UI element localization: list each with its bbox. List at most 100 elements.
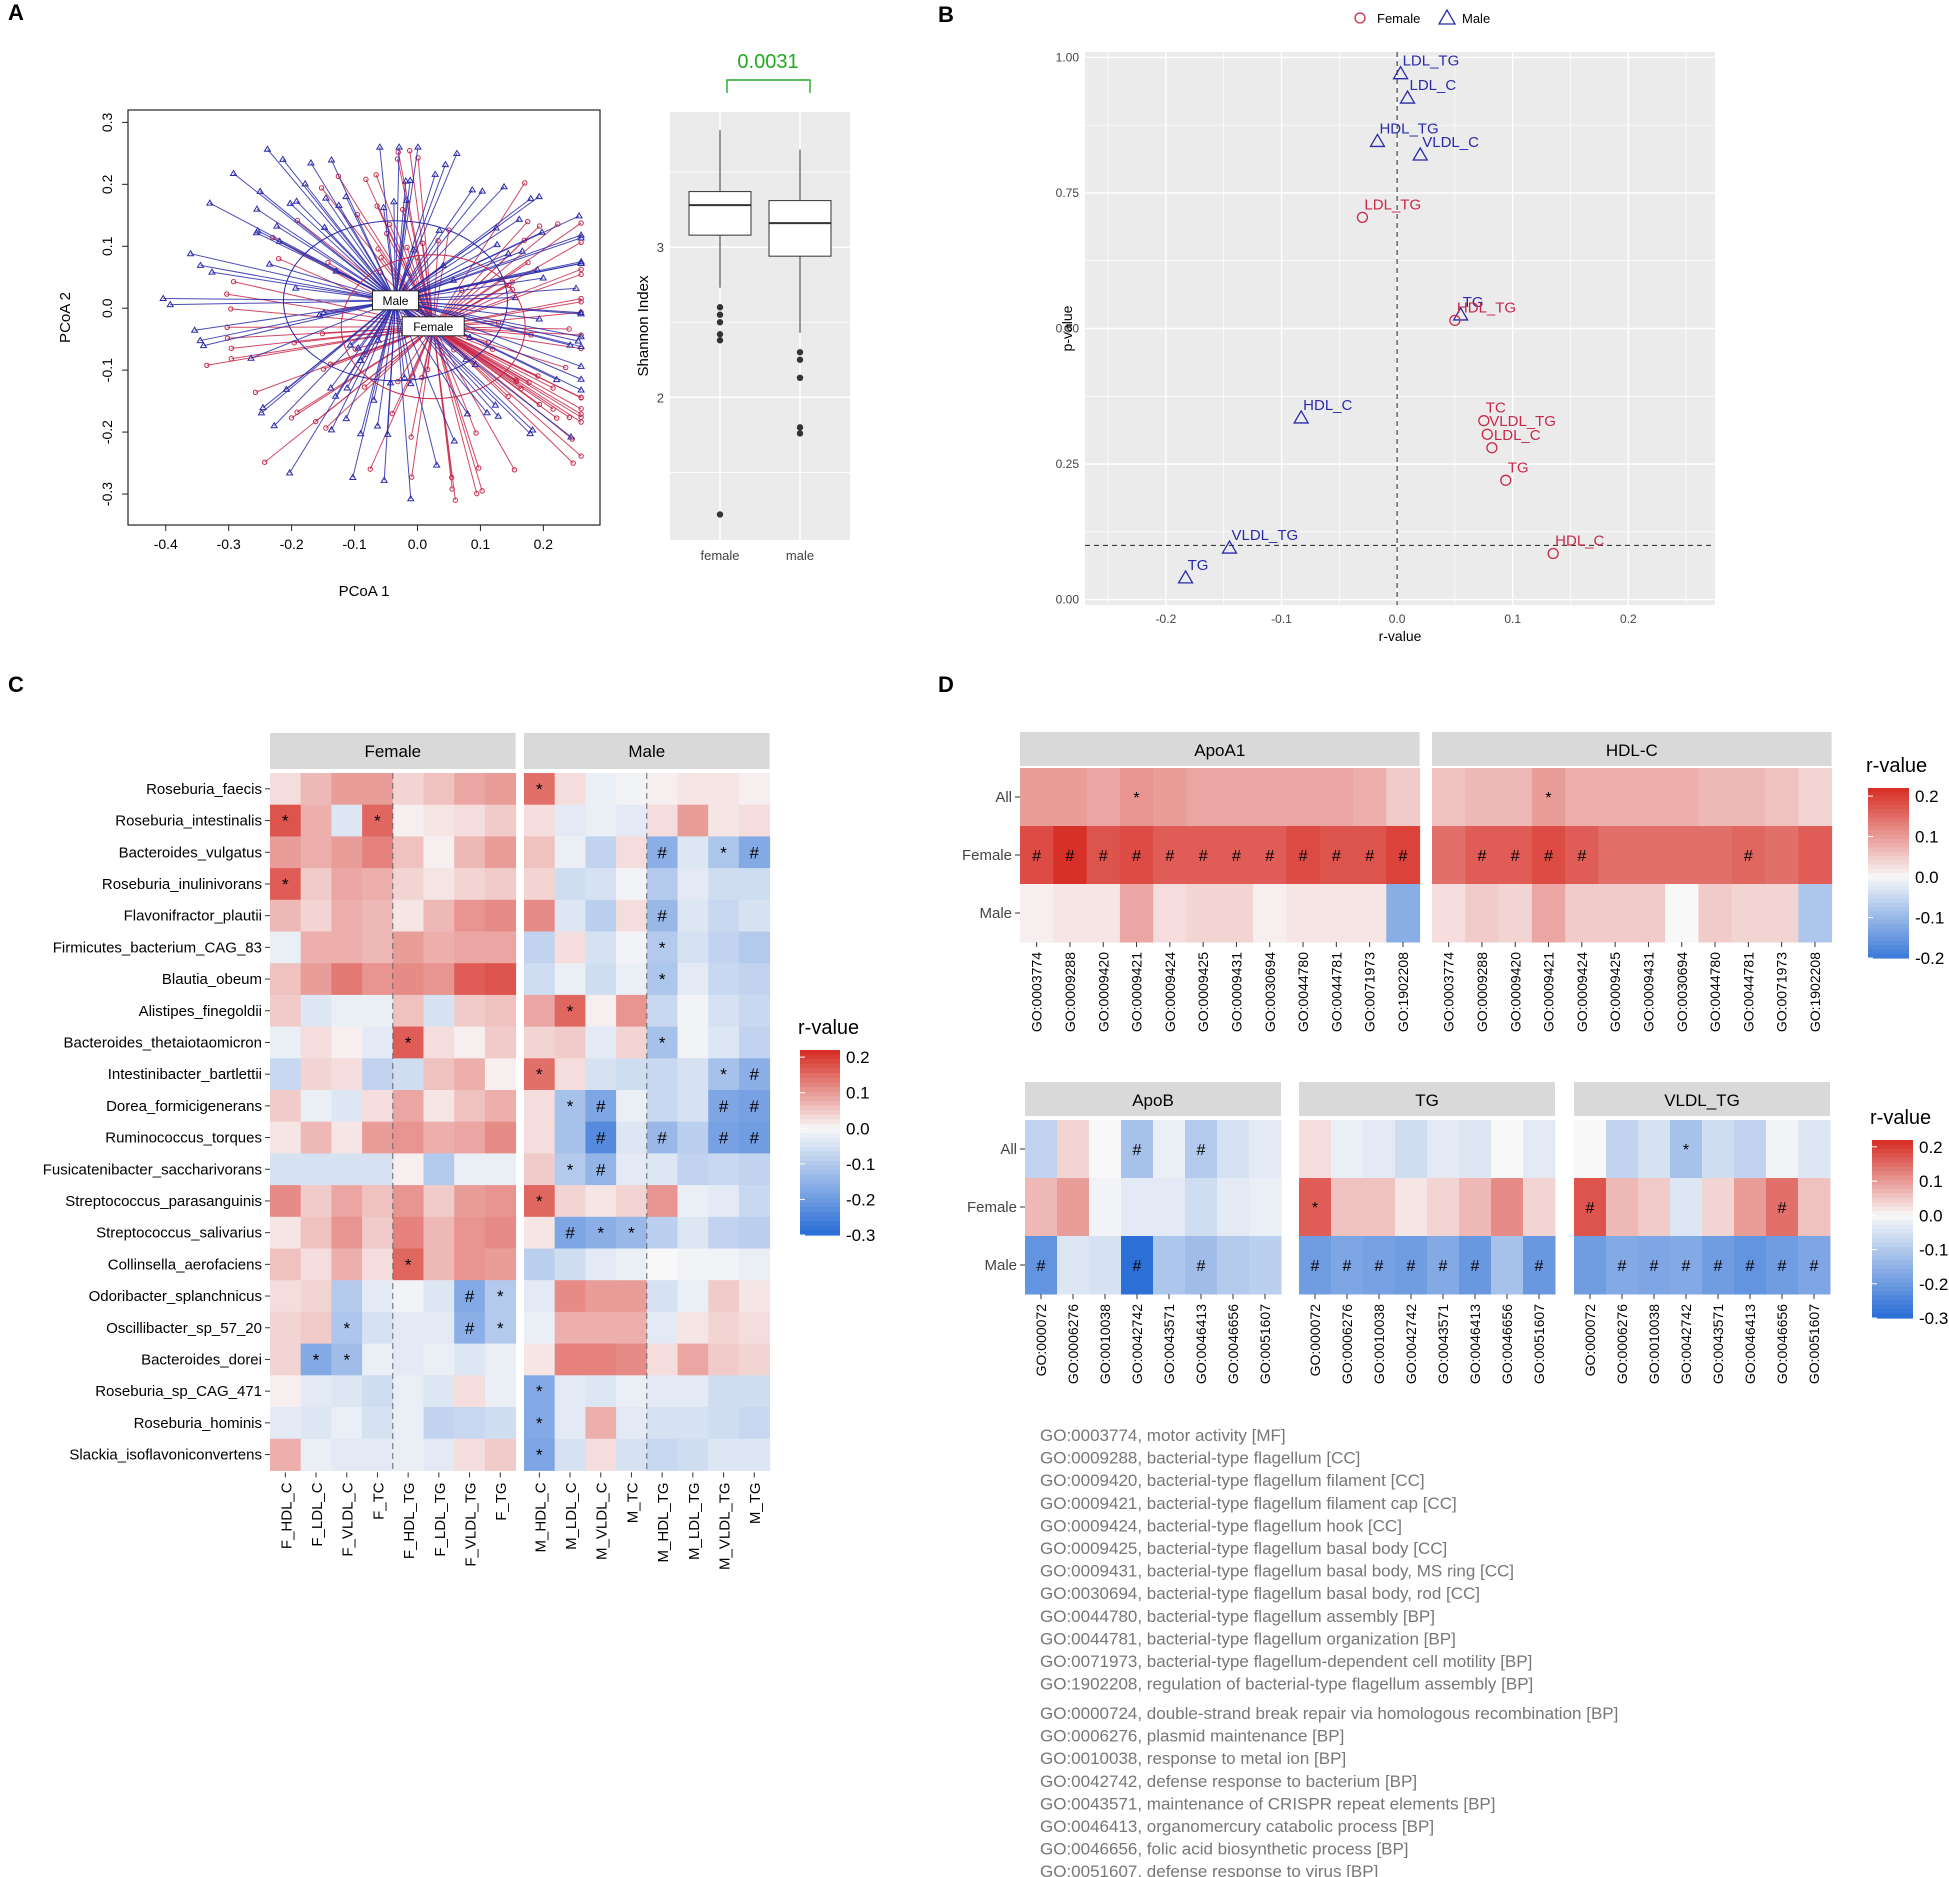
heatmap-cell bbox=[1020, 884, 1054, 943]
heatmap-cell bbox=[524, 773, 556, 806]
heatmap-col-label: GO:0046656 bbox=[1499, 1304, 1515, 1384]
pcoa-point bbox=[288, 415, 295, 421]
box-iqr bbox=[688, 191, 752, 236]
heatmap-cell bbox=[738, 804, 771, 837]
heatmap-cell bbox=[646, 994, 678, 1028]
pcoa-x-tick-label: 0.1 bbox=[471, 536, 491, 552]
colorbar-segment bbox=[1868, 813, 1909, 819]
heatmap-col-label: GO:0051607 bbox=[1531, 1304, 1547, 1384]
pcoa-point bbox=[380, 476, 389, 483]
colorbar-segment bbox=[1872, 1229, 1913, 1235]
pcoa-spoke bbox=[170, 300, 396, 306]
pcoa-point bbox=[322, 194, 330, 201]
colorbar-tick-label: -0.2 bbox=[1915, 949, 1944, 968]
scatter-point-label: LDL_C bbox=[1494, 427, 1541, 444]
colorbar-segment bbox=[1872, 1309, 1913, 1315]
heatmap-cell bbox=[524, 836, 556, 869]
heatmap-cell bbox=[1498, 826, 1533, 885]
heatmap-cell bbox=[270, 1153, 302, 1186]
heatmap-cell bbox=[454, 1311, 486, 1345]
significance-mark: * bbox=[536, 1382, 543, 1401]
heatmap-cell bbox=[1186, 884, 1221, 943]
scatter-point-label: TG bbox=[1188, 557, 1209, 574]
heatmap-col-label: GO:0071973 bbox=[1774, 952, 1790, 1032]
heatmap-cell bbox=[1765, 768, 1799, 827]
heatmap-cell bbox=[585, 1153, 617, 1186]
heatmap-cell bbox=[423, 773, 455, 806]
pcoa-y-tick-label: -0.3 bbox=[99, 482, 115, 506]
colorbar-segment bbox=[1872, 1264, 1913, 1270]
heatmap-cell bbox=[1185, 1120, 1218, 1179]
pcoa-point bbox=[256, 187, 265, 194]
heatmap-cell bbox=[331, 773, 363, 806]
pcoa-point bbox=[552, 375, 561, 383]
heatmap-cell bbox=[554, 1026, 586, 1059]
heatmap-col-label: F_TC bbox=[370, 1482, 387, 1520]
pcoa-point bbox=[342, 414, 351, 422]
heatmap-cell bbox=[300, 1438, 332, 1471]
heatmap-cell bbox=[1427, 1178, 1460, 1237]
heatmap-col-label: GO:1902208 bbox=[1807, 952, 1823, 1032]
pcoa-point bbox=[404, 244, 410, 251]
heatmap-cell bbox=[738, 1026, 771, 1059]
heatmap-col-label: GO:000072 bbox=[1307, 1304, 1323, 1377]
heatmap-cell bbox=[423, 804, 455, 837]
colorbar-segment bbox=[800, 1110, 840, 1116]
significance-mark: # bbox=[596, 1160, 606, 1179]
heatmap-cell bbox=[585, 1026, 617, 1059]
heatmap-cell bbox=[1638, 1236, 1671, 1295]
pcoa-spoke bbox=[395, 300, 579, 342]
significance-mark: # bbox=[1065, 848, 1074, 865]
go-term-text: GO:0051607, defense response to virus [B… bbox=[1040, 1862, 1378, 1877]
colorbar-segment bbox=[1872, 1220, 1913, 1226]
heatmap-cell bbox=[1665, 768, 1699, 827]
heatmap-cell bbox=[1427, 1120, 1460, 1179]
heatmap-cell bbox=[554, 963, 586, 996]
heatmap-cell bbox=[554, 1058, 586, 1091]
heatmap-cell bbox=[484, 1058, 517, 1091]
pcoa-point bbox=[205, 199, 214, 206]
pcoa-point bbox=[414, 143, 422, 150]
box-iqr bbox=[768, 200, 832, 257]
heatmap-col-label: GO:0044781 bbox=[1328, 952, 1344, 1032]
significance-mark: # bbox=[1132, 848, 1141, 865]
heatmap-cell bbox=[646, 1280, 678, 1313]
pcoa-point bbox=[275, 237, 284, 244]
heatmap-cell bbox=[1025, 1120, 1058, 1179]
pcoa-point bbox=[327, 156, 336, 163]
pcoa-point bbox=[578, 220, 584, 226]
pcoa-spoke bbox=[346, 300, 396, 389]
significance-mark: * bbox=[536, 1192, 543, 1211]
pcoa-point bbox=[406, 176, 415, 184]
pcoa-spoke bbox=[394, 180, 411, 301]
pcoa-point bbox=[229, 169, 238, 176]
pcoa-point bbox=[352, 346, 358, 352]
heatmap-row-label: All bbox=[995, 789, 1012, 806]
colorbar-tick-label: 0.2 bbox=[846, 1048, 870, 1067]
significance-mark: * bbox=[567, 1097, 574, 1116]
pcoa-x-tick-label: -0.2 bbox=[280, 536, 304, 552]
heatmap-cell bbox=[270, 773, 302, 806]
pcoa-point bbox=[401, 177, 410, 184]
heatmap-cell bbox=[616, 1311, 648, 1345]
colorbar-segment bbox=[1868, 902, 1909, 908]
scatter-y-tick-label: 0.75 bbox=[1056, 186, 1080, 200]
colorbar-segment bbox=[1872, 1140, 1913, 1146]
heatmap-cell bbox=[554, 1216, 586, 1249]
heatmap-cell bbox=[484, 836, 517, 869]
heatmap-cell bbox=[392, 899, 424, 932]
colorbar-segment bbox=[1868, 898, 1909, 904]
heatmap-cell bbox=[331, 868, 363, 901]
scatter-point-female bbox=[1486, 442, 1498, 454]
pcoa-point bbox=[407, 148, 413, 154]
pcoa-y-tick-label: 0.1 bbox=[99, 236, 115, 256]
significance-mark: * bbox=[343, 1350, 350, 1369]
heatmap-cell bbox=[708, 994, 740, 1028]
pcoa-point bbox=[208, 268, 216, 275]
heatmap-cell bbox=[392, 1438, 424, 1471]
significance-mark: # bbox=[465, 1287, 475, 1306]
heatmap-cell bbox=[616, 1280, 648, 1313]
box-outlier bbox=[716, 511, 724, 518]
